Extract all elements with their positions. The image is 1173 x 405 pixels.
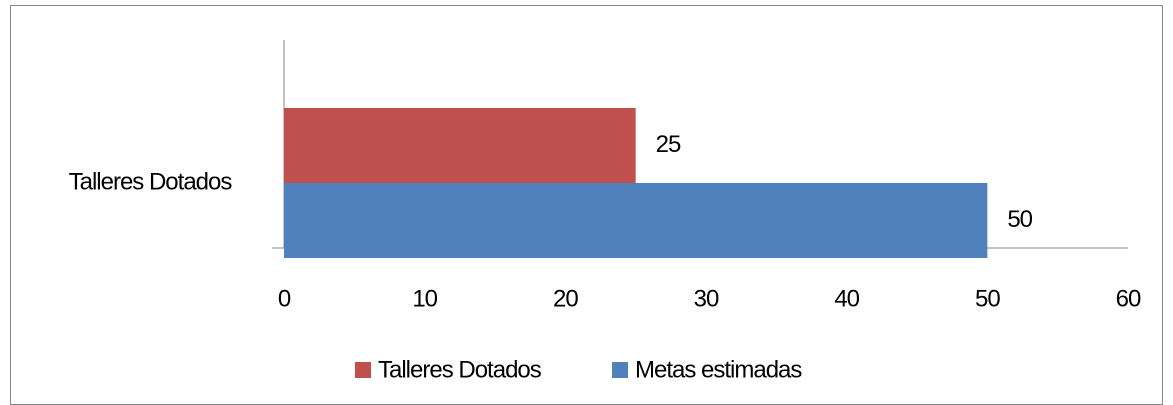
data-label: 50 (1007, 206, 1032, 233)
x-tick-label: 20 (553, 285, 578, 312)
x-tick-label: 0 (278, 285, 291, 312)
bar (284, 183, 988, 258)
x-tick-label: 40 (834, 285, 859, 312)
x-tick-label: 60 (1116, 285, 1141, 312)
legend-label: Talleres Dotados (378, 356, 542, 383)
bar (284, 108, 636, 183)
legend-swatch (355, 362, 371, 378)
data-label: 25 (656, 131, 681, 158)
legend-swatch (612, 362, 628, 378)
y-tick-label: Talleres Dotados (69, 168, 233, 195)
x-tick-label: 30 (694, 285, 719, 312)
x-tick-label: 10 (412, 285, 437, 312)
legend-label: Metas estimadas (635, 356, 802, 383)
x-tick-label: 50 (975, 285, 1000, 312)
